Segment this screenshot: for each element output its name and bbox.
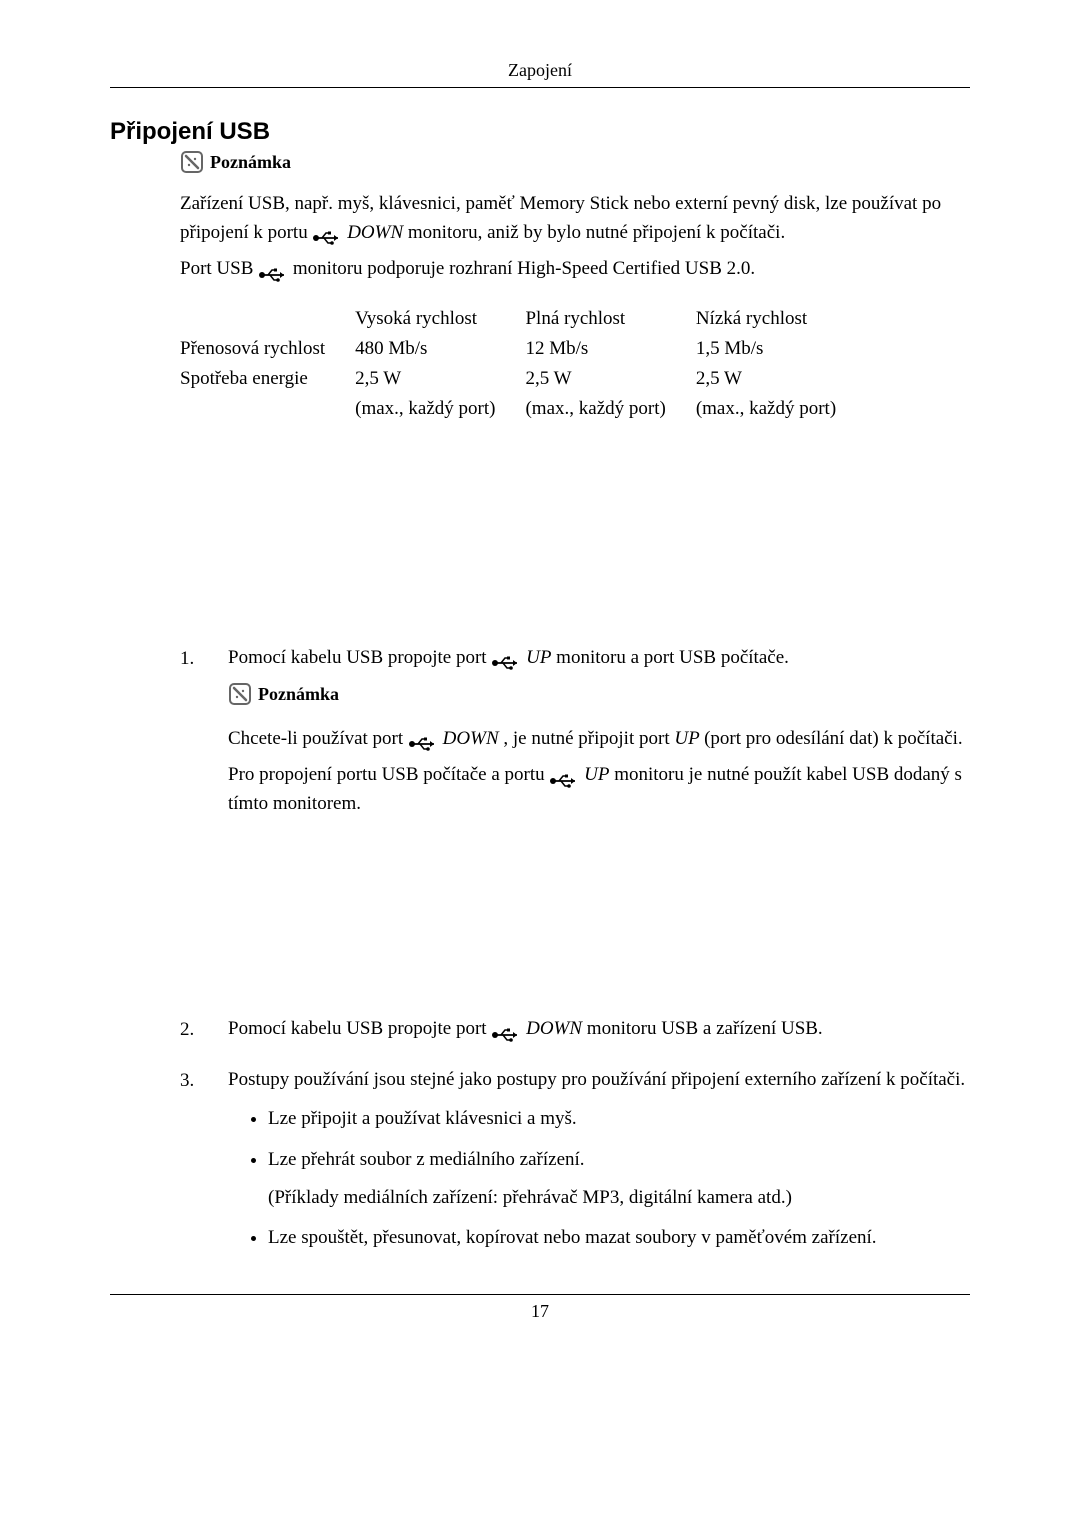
step-num: 1. xyxy=(180,644,204,1002)
td-label: Přenosová rychlost xyxy=(180,334,355,364)
step-num: 2. xyxy=(180,1015,204,1052)
table-row: Vysoká rychlost Plná rychlost Nízká rych… xyxy=(180,304,866,334)
th-full: Plná rychlost xyxy=(525,304,695,334)
running-header: Zapojení xyxy=(110,60,970,81)
steps-list: 1. Pomocí kabelu USB propojte port xyxy=(180,644,970,1264)
note-heading: Poznámka xyxy=(180,150,970,174)
td: 12 Mb/s xyxy=(525,334,695,364)
step-body: Pomocí kabelu USB propojte port xyxy=(228,1015,823,1052)
intro-p1-down: DOWN xyxy=(347,222,403,243)
note-heading: Poznámka xyxy=(228,680,970,709)
intro-p1-b: monitoru, aniž by bylo nutné připojení k… xyxy=(408,222,785,243)
header-rule xyxy=(110,87,970,88)
table-row: Přenosová rychlost 480 Mb/s 12 Mb/s 1,5 … xyxy=(180,334,866,364)
table-row: (max., každý port) (max., každý port) (m… xyxy=(180,394,866,424)
s1-up: UP xyxy=(526,647,551,668)
th-low: Nízká rychlost xyxy=(696,304,866,334)
td: 2,5 W xyxy=(525,364,695,394)
usb-icon xyxy=(491,1023,521,1037)
s1n2-up: UP xyxy=(584,764,609,785)
s2-a: Pomocí kabelu USB propojte port xyxy=(228,1018,491,1039)
note-label: Poznámka xyxy=(210,152,291,173)
intro-p2: Port USB monitoru podporuje rozhraní Hig… xyxy=(180,255,970,284)
intro-p2-a: Port USB xyxy=(180,258,258,279)
s2-line: Pomocí kabelu USB propojte port xyxy=(228,1015,823,1044)
section-title: Připojení USB xyxy=(110,118,970,146)
note-icon xyxy=(180,150,204,174)
list-item: Lze spouštět, přesunovat, kopírovat nebo… xyxy=(268,1223,965,1253)
s1-line: Pomocí kabelu USB propojte port xyxy=(228,644,970,673)
step-num: 3. xyxy=(180,1066,204,1264)
list-item: 1. Pomocí kabelu USB propojte port xyxy=(180,644,970,1002)
s1n-a: Chcete-li používat port xyxy=(228,728,408,749)
s1-b: monitoru a port USB počítače. xyxy=(556,647,789,668)
s1n-up: UP xyxy=(674,728,704,749)
list-item: Lze připojit a používat klávesnici a myš… xyxy=(268,1104,965,1134)
page: Zapojení Připojení USB Poznámka Zařízení… xyxy=(0,0,1080,1527)
s1-note1: Chcete-li používat port xyxy=(228,725,970,754)
td: 2,5 W xyxy=(355,364,525,394)
spacer xyxy=(228,826,970,1001)
sub-bullets: Lze připojit a používat klávesnici a myš… xyxy=(228,1104,965,1254)
usb-icon xyxy=(491,651,521,665)
intro-p1: Zařízení USB, např. myš, klávesnici, pam… xyxy=(180,190,970,247)
note-label: Poznámka xyxy=(258,680,339,709)
note-icon xyxy=(228,682,252,706)
s1n-b: , je nutné připojit port xyxy=(503,728,674,749)
list-item: 3. Postupy používání jsou stejné jako po… xyxy=(180,1066,970,1264)
speeds-table: Vysoká rychlost Plná rychlost Nízká rych… xyxy=(180,304,866,424)
s1-note2: Pro propojení portu USB počítače a portu xyxy=(228,761,970,818)
s1n-c: (port pro odesílání dat) k počítači. xyxy=(704,728,963,749)
usb-icon xyxy=(258,263,288,277)
spacer xyxy=(180,424,970,644)
page-number: 17 xyxy=(110,1301,970,1322)
list-item: 2. Pomocí kabelu USB propojte port xyxy=(180,1015,970,1052)
s1n2-a: Pro propojení portu USB počítače a portu xyxy=(228,764,549,785)
s2-down: DOWN xyxy=(526,1018,582,1039)
step-body: Postupy používání jsou stejné jako postu… xyxy=(228,1066,965,1264)
td: (max., každý port) xyxy=(696,394,866,424)
s2-b: monitoru USB a zařízení USB. xyxy=(587,1018,823,1039)
bullet2-sub: (Příklady mediálních zařízení: přehrávač… xyxy=(268,1183,965,1213)
table-row: Spotřeba energie 2,5 W 2,5 W 2,5 W xyxy=(180,364,866,394)
s1-a: Pomocí kabelu USB propojte port xyxy=(228,647,491,668)
td: (max., každý port) xyxy=(355,394,525,424)
usb-icon xyxy=(408,732,438,746)
usb-icon xyxy=(312,226,342,240)
content-block: Poznámka Zařízení USB, např. myš, kláves… xyxy=(180,150,970,1264)
footer-rule xyxy=(110,1294,970,1295)
td: (max., každý port) xyxy=(525,394,695,424)
usb-icon xyxy=(549,769,579,783)
td-label: Spotřeba energie xyxy=(180,364,355,394)
td: 1,5 Mb/s xyxy=(696,334,866,364)
intro-p2-b: monitoru podporuje rozhraní High-Speed C… xyxy=(293,258,755,279)
s3-line: Postupy používání jsou stejné jako postu… xyxy=(228,1066,965,1095)
th-high: Vysoká rychlost xyxy=(355,304,525,334)
bullet2: Lze přehrát soubor z mediálního zařízení… xyxy=(268,1149,585,1170)
list-item: Lze přehrát soubor z mediálního zařízení… xyxy=(268,1145,965,1214)
td: 480 Mb/s xyxy=(355,334,525,364)
step-body: Pomocí kabelu USB propojte port xyxy=(228,644,970,1002)
s1n-down: DOWN xyxy=(443,728,499,749)
td: 2,5 W xyxy=(696,364,866,394)
